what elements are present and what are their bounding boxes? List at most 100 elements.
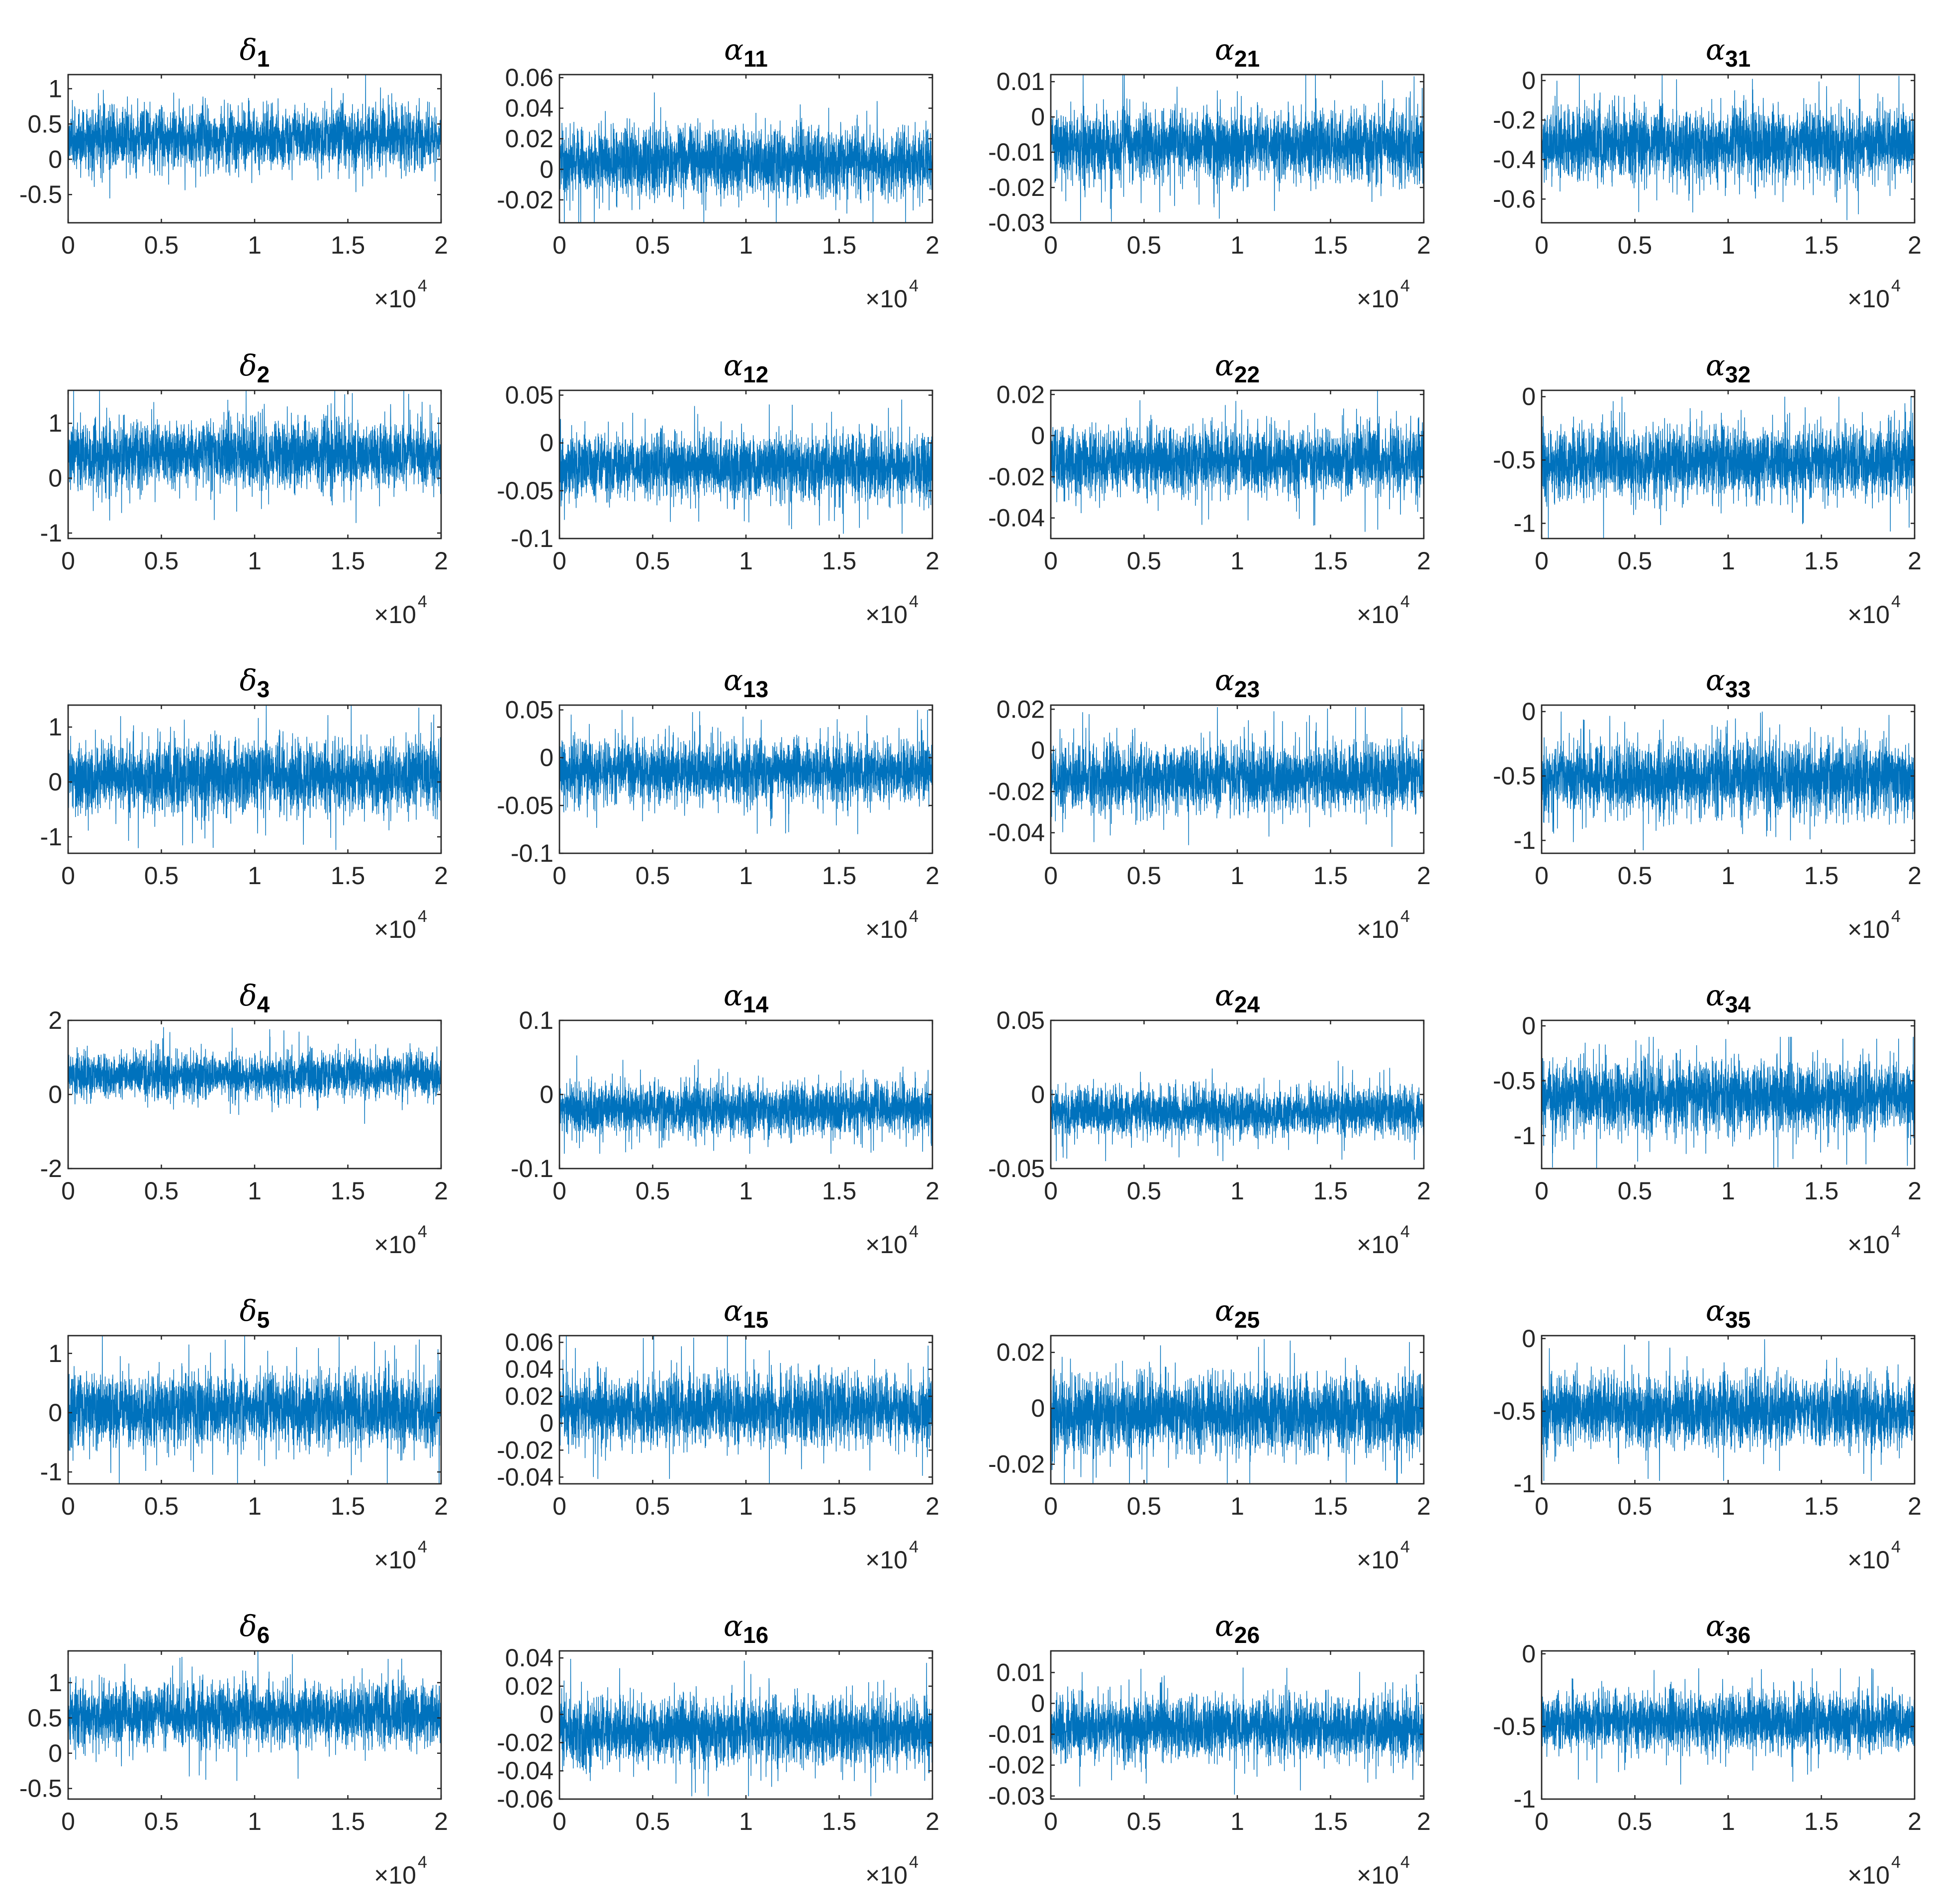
y-tick-label: 1 <box>48 713 62 741</box>
x-axis-multiplier: ×10 <box>1357 601 1399 629</box>
trace-line-15 <box>559 1336 932 1484</box>
y-tick-label: 0 <box>1031 1081 1045 1108</box>
x-tick-label: 0 <box>61 1492 75 1520</box>
x-axis-multiplier: ×10 <box>374 1546 416 1574</box>
trace-line-31 <box>1542 75 1915 220</box>
y-tick-label: 0 <box>1031 103 1045 131</box>
x-tick-label: 0 <box>1044 231 1058 259</box>
y-tick-label: 0 <box>48 768 62 796</box>
x-axis-multiplier: ×10 <box>1357 915 1399 943</box>
x-axis-multiplier: ×10 <box>374 285 416 313</box>
trace-line-32 <box>1542 396 1915 539</box>
y-tick-label: -0.02 <box>988 1451 1045 1478</box>
y-tick-label: -0.5 <box>19 181 62 208</box>
x-tick-label: 1 <box>1721 231 1735 259</box>
panel-title: δ1 <box>240 33 270 72</box>
y-tick-label: 0 <box>48 1081 62 1108</box>
x-tick-label: 2 <box>434 231 448 259</box>
x-tick-label: 2 <box>434 862 448 890</box>
x-axis-multiplier-exponent: 4 <box>1400 592 1410 611</box>
x-tick-label: 1.5 <box>331 231 366 259</box>
panel-title: α33 <box>1706 663 1750 702</box>
x-axis-multiplier: ×10 <box>865 601 908 629</box>
x-tick-label: 0.5 <box>144 547 179 575</box>
x-axis-multiplier-exponent: 4 <box>1891 1853 1901 1872</box>
trace-line-13 <box>559 710 932 834</box>
x-tick-label: 0.5 <box>144 1808 179 1835</box>
x-axis-multiplier: ×10 <box>1357 1861 1399 1889</box>
x-tick-label: 0.5 <box>1618 547 1653 575</box>
x-axis-multiplier-exponent: 4 <box>1891 592 1901 611</box>
x-axis-multiplier-exponent: 4 <box>1400 907 1410 926</box>
x-tick-label: 2 <box>1908 547 1922 575</box>
trace-panel-3: δ3 0 0.5 1 1.5 2 ×10 4 1 0 -1 <box>40 663 448 943</box>
x-axis-multiplier: ×10 <box>1847 1231 1890 1259</box>
panel-title: α32 <box>1706 349 1750 387</box>
y-tick-label: 0 <box>1522 698 1536 725</box>
panel-title: α13 <box>724 663 768 702</box>
x-axis-multiplier: ×10 <box>1847 601 1890 629</box>
panel-title: α25 <box>1215 1294 1260 1333</box>
x-tick-label: 1 <box>1721 1492 1735 1520</box>
x-tick-label: 1 <box>739 1492 753 1520</box>
y-tick-label: 0.02 <box>997 695 1045 723</box>
x-tick-label: 0.5 <box>636 862 670 890</box>
x-tick-label: 1.5 <box>1804 1492 1839 1520</box>
panel-title: δ3 <box>240 663 270 702</box>
trace-panel-33: α33 0 0.5 1 1.5 2 ×10 4 0 -0.5 -1 <box>1493 663 1922 943</box>
x-axis-multiplier-exponent: 4 <box>909 592 919 611</box>
trace-panel-26: α26 0 0.5 1 1.5 2 ×10 4 0.01 0 -0.01 -0.02 -0.03 <box>988 1609 1431 1889</box>
y-tick-label: -0.5 <box>19 1775 62 1803</box>
x-tick-label: 0 <box>1535 1492 1549 1520</box>
x-tick-label: 1 <box>1230 231 1244 259</box>
x-tick-label: 0.5 <box>1127 1492 1162 1520</box>
y-tick-label: -0.1 <box>511 839 553 867</box>
y-tick-label: -0.05 <box>497 477 553 505</box>
y-tick-label: -0.02 <box>497 1728 553 1756</box>
y-tick-label: 0.5 <box>27 110 62 138</box>
x-tick-label: 0 <box>1044 1492 1058 1520</box>
x-tick-label: 0 <box>553 547 566 575</box>
y-tick-label: -0.5 <box>1493 1397 1536 1425</box>
x-tick-label: 0.5 <box>1127 1177 1162 1205</box>
x-tick-label: 1.5 <box>822 231 857 259</box>
x-tick-label: 1 <box>248 547 262 575</box>
y-tick-label: 0 <box>540 1409 553 1437</box>
panel-title: α34 <box>1706 979 1751 1017</box>
trace-panel-2: δ20 0.5 1 1.5 2×10 410-1 <box>40 349 448 629</box>
trace-line-23 <box>1051 707 1424 847</box>
panel-title: α24 <box>1215 979 1260 1017</box>
panel-title: δ4 <box>240 979 270 1017</box>
trace-panel-32: α32 0 0.5 1 1.5 2 ×10 4 0 -0.5 -1 <box>1493 349 1922 629</box>
x-tick-label: 0.5 <box>1618 1492 1653 1520</box>
x-tick-label: 1 <box>248 1808 262 1835</box>
x-axis-multiplier-exponent: 4 <box>1891 276 1901 295</box>
y-tick-label: 1 <box>48 1669 62 1697</box>
trace-line-35 <box>1542 1339 1915 1481</box>
y-tick-label: 0 <box>1031 422 1045 450</box>
x-tick-label: 0 <box>1535 1177 1549 1205</box>
panel-title: α16 <box>724 1609 768 1648</box>
y-tick-label: -0.01 <box>988 1721 1045 1748</box>
y-tick-label: 0.04 <box>505 1644 553 1672</box>
x-tick-label: 1 <box>1721 1808 1735 1835</box>
y-tick-label: -0.04 <box>988 819 1045 847</box>
panel-title: α22 <box>1215 349 1260 387</box>
x-axis-multiplier: ×10 <box>865 1861 908 1889</box>
y-tick-label: -0.5 <box>1493 1713 1536 1740</box>
trace-panel-6: δ6 0 0.5 1 1.5 2 ×10 4 1 0.5 0 -0.5 <box>19 1609 448 1889</box>
y-tick-label: -0.04 <box>497 1463 553 1491</box>
y-tick-label: 0.01 <box>997 68 1045 95</box>
y-tick-label: -0.02 <box>988 1751 1045 1779</box>
x-axis-multiplier-exponent: 4 <box>909 1222 919 1241</box>
x-tick-label: 0.5 <box>1618 1808 1653 1835</box>
trace-panel-25: α25 0 0.5 1 1.5 2 ×10 4 0.02 0 -0.02 <box>988 1294 1431 1574</box>
x-axis-multiplier: ×10 <box>865 915 908 943</box>
x-tick-label: 2 <box>925 1492 939 1520</box>
y-tick-label: -0.6 <box>1493 185 1536 213</box>
trace-panel-21: α21 0 0.5 1 1.5 2 ×10 4 0.01 0 -0.01 -0.02 -0.03 <box>988 33 1431 313</box>
